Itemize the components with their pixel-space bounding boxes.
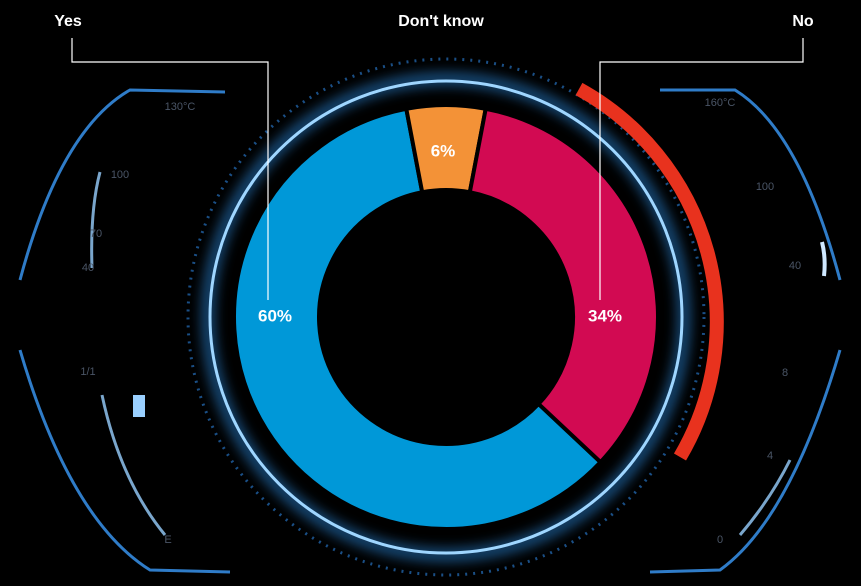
gauge-label: 160°C xyxy=(705,97,736,109)
gauge-label: 40 xyxy=(789,260,801,272)
gauge-label: 8 xyxy=(782,367,788,379)
value-label: 34% xyxy=(588,306,622,325)
page: 130°C10070401/1E160°C10040840 Yes Don't … xyxy=(0,0,861,586)
category-label: No xyxy=(792,13,814,30)
gauge-label: 100 xyxy=(111,169,129,181)
value-label: 6% xyxy=(431,141,456,160)
gauge-label: 100 xyxy=(756,181,774,193)
gauge-label: 40 xyxy=(82,262,94,274)
category-label: Don't know xyxy=(398,13,484,30)
gauge-label: 0 xyxy=(717,534,723,546)
category-label: Yes xyxy=(54,13,82,30)
value-label: 60% xyxy=(258,306,292,325)
chart: 130°C10070401/1E160°C10040840 Yes Don't … xyxy=(0,0,861,586)
gauge-label: 70 xyxy=(90,228,102,240)
gauge-label: E xyxy=(164,534,171,546)
gauge-label: 130°C xyxy=(165,101,196,113)
gauge-label: 1/1 xyxy=(80,366,95,378)
gauge-label: 4 xyxy=(767,450,773,462)
